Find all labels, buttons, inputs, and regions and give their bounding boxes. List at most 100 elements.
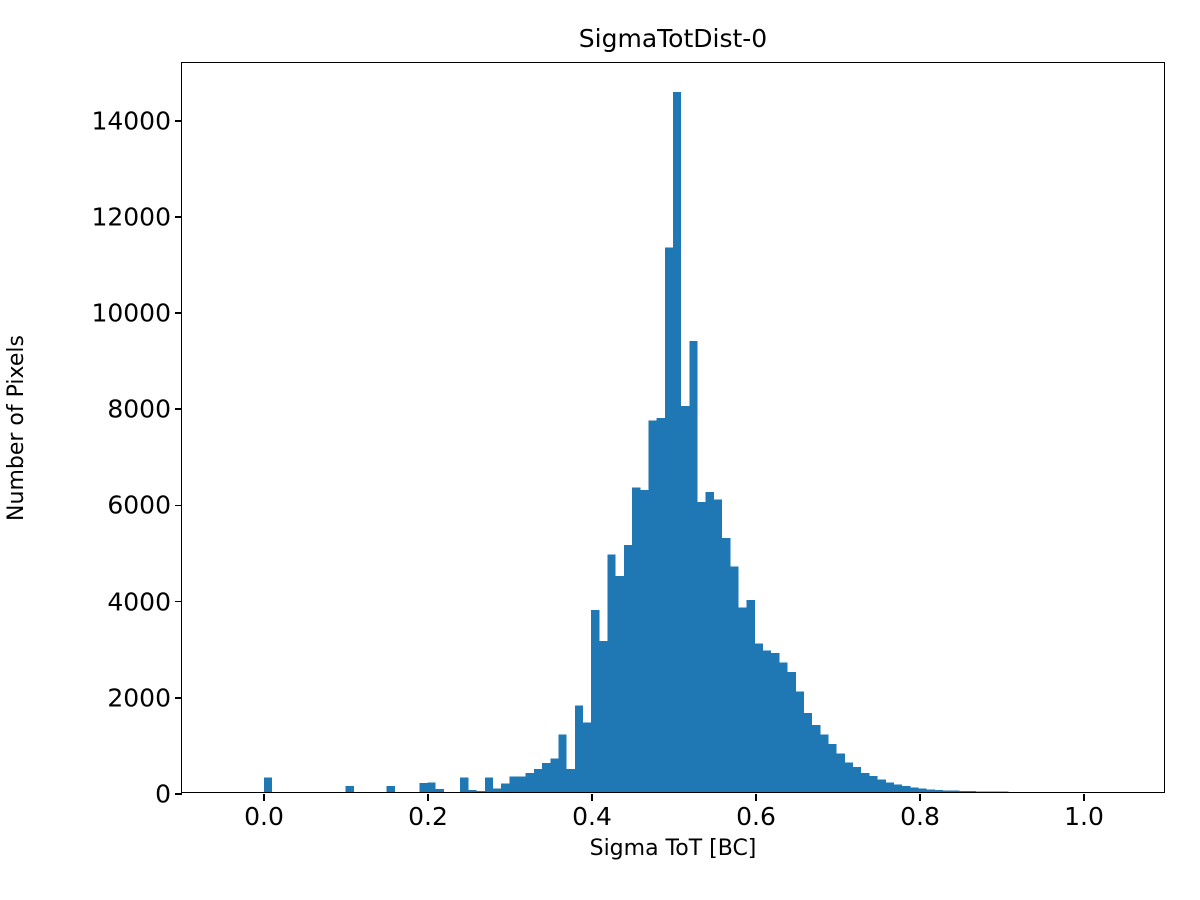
histogram-bar xyxy=(812,724,821,792)
x-tick-label: 0.0 xyxy=(244,802,284,831)
histogram-bar xyxy=(722,537,731,792)
histogram-bars xyxy=(182,63,1164,792)
histogram-bar xyxy=(861,772,870,792)
x-tick-label: 0.2 xyxy=(408,802,448,831)
histogram-bar xyxy=(615,576,624,792)
histogram-bar xyxy=(983,791,993,792)
x-tick-label: 0.8 xyxy=(900,802,940,831)
y-tick-mark xyxy=(175,312,182,314)
y-tick-label: 4000 xyxy=(107,587,171,617)
histogram-bar xyxy=(771,652,780,792)
histogram-bar xyxy=(582,722,592,792)
y-tick-label: 14000 xyxy=(91,106,171,136)
histogram-bar xyxy=(918,788,927,792)
histogram-bar xyxy=(656,417,665,792)
histogram-bar xyxy=(591,609,600,792)
histogram-bar xyxy=(763,650,772,792)
histogram-bar xyxy=(484,777,493,792)
histogram-bar xyxy=(517,776,526,792)
histogram-bar xyxy=(779,662,788,792)
histogram-bar xyxy=(509,776,518,792)
histogram-bar xyxy=(869,776,878,792)
histogram-bar xyxy=(803,712,813,792)
histogram-bar xyxy=(836,753,845,792)
x-tick-label: 0.6 xyxy=(736,802,776,831)
y-tick-label: 6000 xyxy=(107,490,171,520)
y-tick-mark xyxy=(175,408,182,411)
histogram-bar xyxy=(885,782,894,792)
histogram-bar xyxy=(664,247,673,792)
y-tick-mark xyxy=(175,600,182,603)
histogram-bar xyxy=(853,767,862,792)
histogram-bar xyxy=(738,607,747,792)
histogram-bar xyxy=(844,762,854,792)
y-tick-mark xyxy=(175,504,182,507)
histogram-bar xyxy=(460,777,469,792)
histogram-bar xyxy=(828,744,837,792)
plot-area: 0.0 0.2 0.4 0.6 0.8 1.0 0 2000 4000 6000 8000 10000… xyxy=(91,62,1165,829)
histogram-bar xyxy=(632,487,641,792)
histogram-bar xyxy=(542,763,551,792)
x-tick-mark xyxy=(263,794,265,801)
y-tick-label: 12000 xyxy=(91,202,171,232)
histogram-bar xyxy=(967,791,976,792)
histogram-bar xyxy=(705,492,714,792)
histogram-bar xyxy=(902,786,911,792)
y-tick-mark xyxy=(175,119,182,122)
histogram-bar xyxy=(877,779,886,792)
histogram-bar xyxy=(419,782,428,792)
y-tick-label: 0 xyxy=(155,779,171,809)
y-axis-label: Number of Pixels xyxy=(0,62,34,793)
histogram-bar xyxy=(640,489,649,792)
y-tick-mark xyxy=(175,216,182,218)
x-tick-label: 1.0 xyxy=(1064,802,1104,831)
x-tick-mark xyxy=(919,794,921,801)
histogram-bar xyxy=(427,782,436,792)
histogram-bar xyxy=(623,545,633,792)
histogram-bar xyxy=(910,787,919,792)
histogram-bar xyxy=(934,789,944,792)
histogram-bar xyxy=(926,789,935,792)
histogram-bar xyxy=(893,784,903,792)
histogram-bar xyxy=(263,777,273,792)
histogram-bar xyxy=(820,734,829,792)
histogram-bar xyxy=(943,790,952,792)
histogram-bar xyxy=(746,600,755,792)
y-tick-label: 8000 xyxy=(107,394,171,424)
histogram-bar xyxy=(959,790,968,792)
histogram-bar xyxy=(435,789,444,792)
histogram-bar xyxy=(673,91,682,792)
histogram-bar xyxy=(476,791,485,792)
histogram-bar xyxy=(607,554,616,792)
histogram-bar xyxy=(689,341,698,792)
histogram-bar xyxy=(713,499,723,792)
histogram-bar xyxy=(550,758,559,792)
histogram-bar xyxy=(574,705,583,792)
x-tick-mark xyxy=(591,794,593,801)
x-tick-label: 0.4 xyxy=(572,802,612,831)
y-tick-label: 2000 xyxy=(107,683,171,713)
histogram-bar xyxy=(345,785,354,792)
histogram-bar xyxy=(566,768,575,792)
x-axis-label: Sigma ToT [BC] xyxy=(589,836,757,861)
x-tick-mark xyxy=(1083,794,1085,801)
histogram-bars-svg xyxy=(263,91,1083,792)
histogram-bar xyxy=(648,420,657,792)
histogram-bar xyxy=(599,640,608,792)
y-tick-mark xyxy=(175,697,182,699)
y-tick-mark xyxy=(175,793,182,795)
histogram-bar xyxy=(525,772,534,792)
histogram-bar xyxy=(951,790,960,792)
histogram-bar xyxy=(697,501,706,792)
histogram-bar xyxy=(795,691,804,792)
histogram-bar xyxy=(681,405,690,792)
y-tick-label: 10000 xyxy=(91,298,171,328)
x-tick-mark xyxy=(755,794,757,801)
histogram-bar xyxy=(492,788,502,792)
histogram-bar xyxy=(558,734,567,792)
page-title: SigmaTotDist-0 xyxy=(578,24,768,53)
histogram-bar xyxy=(386,785,395,792)
y-axis-label-text: Number of Pixels xyxy=(4,334,30,521)
histogram-bar xyxy=(787,672,796,792)
